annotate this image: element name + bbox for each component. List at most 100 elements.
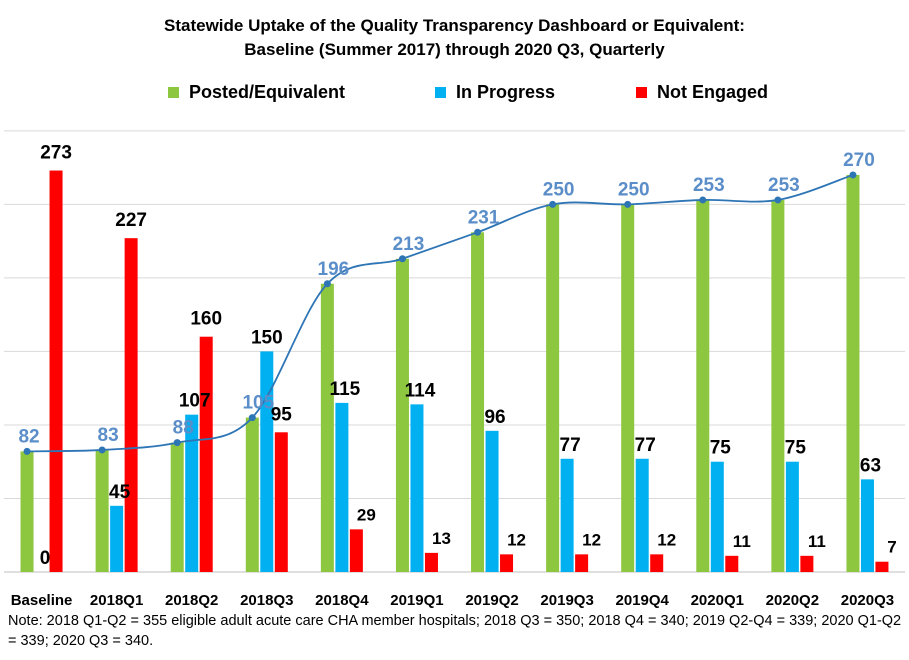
legend-item-in-progress: In Progress (435, 82, 555, 102)
trend-line-point (474, 228, 482, 236)
bar-2-11 (875, 561, 889, 572)
bar-0-5 (395, 258, 409, 572)
bar-1-2 (185, 414, 199, 572)
data-label-in-progress: 75 (710, 438, 732, 459)
data-label-posted: 83 (98, 425, 119, 446)
data-label-in-progress: 75 (785, 438, 807, 459)
data-label-in-progress: 96 (484, 407, 505, 428)
bar-2-8 (650, 554, 664, 572)
bar-2-0 (49, 170, 63, 572)
bar-2-6 (500, 554, 514, 572)
data-label-posted: 250 (543, 179, 575, 200)
bar-2-10 (800, 555, 814, 572)
chart-title-line1: Statewide Uptake of the Quality Transpar… (164, 16, 745, 35)
trend-line-point (398, 255, 406, 263)
data-label-not-engaged: 95 (271, 404, 293, 425)
x-tick-label: 2018Q2 (165, 592, 218, 609)
trend-line-point (98, 446, 106, 454)
bar-0-2 (170, 442, 184, 572)
data-label-posted: 250 (618, 179, 650, 200)
bar-0-7 (546, 204, 560, 572)
bar-2-1 (124, 238, 138, 573)
data-label-posted: 253 (768, 175, 800, 196)
data-label-posted: 270 (843, 150, 875, 171)
data-label-posted: 253 (693, 175, 725, 196)
chart-note: Note: 2018 Q1-Q2 = 355 eligible adult ac… (8, 613, 902, 649)
data-label-not-engaged: 227 (115, 210, 147, 231)
data-label-not-engaged: 273 (40, 143, 72, 164)
bar-1-7 (560, 458, 574, 572)
data-label-in-progress: 114 (405, 380, 436, 401)
trend-line-point (248, 414, 256, 422)
trend-line-point (849, 171, 857, 179)
data-label-in-progress: 63 (860, 455, 881, 476)
x-tick-label: 2018Q4 (315, 592, 369, 609)
bar-0-4 (320, 283, 334, 572)
x-tick-label: 2019Q3 (540, 592, 593, 609)
legend-item-not-engaged: Not Engaged (636, 82, 768, 102)
data-label-not-engaged: 7 (887, 538, 896, 557)
data-label-posted: 196 (318, 259, 350, 280)
x-tick-label: 2018Q1 (90, 592, 143, 609)
data-label-posted: 231 (468, 207, 500, 228)
data-label-in-progress: 77 (560, 435, 581, 456)
x-tick-label: 2019Q4 (616, 592, 670, 609)
data-label-in-progress: 0 (40, 548, 51, 569)
bar-0-1 (95, 449, 109, 572)
bar-1-5 (410, 404, 424, 572)
bar-0-8 (621, 204, 635, 572)
trend-line-point (774, 196, 782, 204)
legend-item-posted: Posted/Equivalent (168, 82, 345, 102)
chart-subtitle: Baseline (Summer 2017) through 2020 Q3, … (244, 40, 665, 59)
bar-1-4 (335, 402, 349, 572)
bar-0-10 (771, 199, 785, 573)
bar-2-2 (199, 336, 213, 572)
bar-1-11 (860, 479, 874, 572)
data-label-in-progress: 150 (251, 327, 283, 348)
trend-line-point (549, 200, 557, 208)
data-label-not-engaged: 29 (357, 505, 376, 524)
x-tick-labels: Baseline 2018Q1 2018Q2 2018Q3 2018Q4 2019Q1 20… (11, 592, 894, 609)
legend-swatch-not-engaged (636, 86, 647, 98)
bar-1-1 (110, 505, 124, 572)
trend-line-point (699, 196, 707, 204)
data-label-posted: 213 (393, 234, 425, 255)
x-tick-label: 2020Q2 (766, 592, 819, 609)
trend-line-point (23, 447, 31, 455)
bar-0-3 (245, 417, 259, 572)
bar-0-9 (696, 199, 710, 573)
bar-0-6 (471, 232, 485, 572)
gridlines (4, 130, 905, 573)
data-label-not-engaged: 12 (582, 530, 601, 549)
legend-swatch-posted (168, 86, 179, 98)
data-label-in-progress: 107 (179, 391, 211, 412)
data-label-posted: 82 (18, 426, 39, 447)
legend-label-posted: Posted/Equivalent (189, 81, 346, 102)
data-label-not-engaged: 13 (432, 529, 451, 548)
bar-2-5 (424, 552, 438, 572)
data-label-in-progress: 115 (330, 379, 361, 400)
bar-2-3 (274, 432, 288, 572)
x-tick-label: 2020Q1 (691, 592, 744, 609)
x-tick-label: 2019Q1 (390, 592, 443, 609)
bar-1-6 (485, 430, 499, 572)
data-label-not-engaged: 11 (808, 532, 826, 551)
trend-line (23, 171, 857, 455)
legend-label-not-engaged: Not Engaged (657, 81, 768, 102)
data-label-in-progress: 77 (635, 435, 656, 456)
bar-1-9 (710, 461, 724, 572)
bar-1-8 (635, 458, 649, 572)
trend-line-point (323, 280, 331, 288)
data-label-posted: 88 (173, 418, 194, 439)
bar-0-11 (846, 174, 860, 573)
bar-1-3 (260, 351, 274, 572)
trend-line-point (173, 439, 181, 447)
x-tick-label: 2020Q3 (841, 592, 894, 609)
x-tick-label: 2018Q3 (240, 592, 293, 609)
data-label-not-engaged: 160 (190, 309, 222, 330)
trend-line-point (624, 200, 632, 208)
bars (20, 170, 889, 573)
x-tick-label: 2019Q2 (465, 592, 518, 609)
